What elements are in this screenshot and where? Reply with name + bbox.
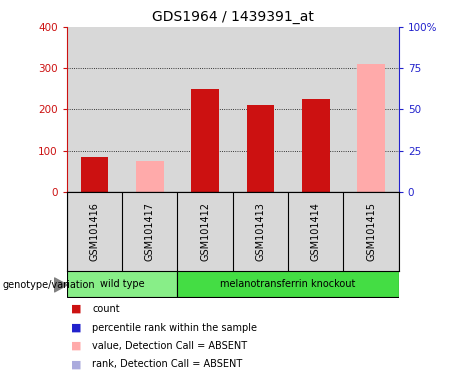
Text: melanotransferrin knockout: melanotransferrin knockout xyxy=(220,279,356,289)
Title: GDS1964 / 1439391_at: GDS1964 / 1439391_at xyxy=(152,10,314,25)
Text: GSM101413: GSM101413 xyxy=(255,202,266,261)
Text: GSM101417: GSM101417 xyxy=(145,202,155,261)
FancyBboxPatch shape xyxy=(177,271,399,297)
Text: ■: ■ xyxy=(71,341,82,351)
Bar xyxy=(81,157,108,192)
Bar xyxy=(136,161,164,192)
Polygon shape xyxy=(54,278,67,292)
Text: ■: ■ xyxy=(71,359,82,369)
Text: ■: ■ xyxy=(71,304,82,314)
Text: rank, Detection Call = ABSENT: rank, Detection Call = ABSENT xyxy=(92,359,242,369)
Text: percentile rank within the sample: percentile rank within the sample xyxy=(92,323,257,333)
Text: GSM101416: GSM101416 xyxy=(89,202,100,261)
Text: count: count xyxy=(92,304,120,314)
Bar xyxy=(191,89,219,192)
Text: value, Detection Call = ABSENT: value, Detection Call = ABSENT xyxy=(92,341,247,351)
FancyBboxPatch shape xyxy=(67,271,177,297)
Bar xyxy=(357,64,385,192)
Text: GSM101412: GSM101412 xyxy=(200,202,210,261)
Text: GSM101415: GSM101415 xyxy=(366,202,376,261)
Text: genotype/variation: genotype/variation xyxy=(2,280,95,290)
Bar xyxy=(247,105,274,192)
Text: wild type: wild type xyxy=(100,279,144,289)
Text: ■: ■ xyxy=(71,323,82,333)
Bar xyxy=(302,99,330,192)
Text: GSM101414: GSM101414 xyxy=(311,202,321,261)
